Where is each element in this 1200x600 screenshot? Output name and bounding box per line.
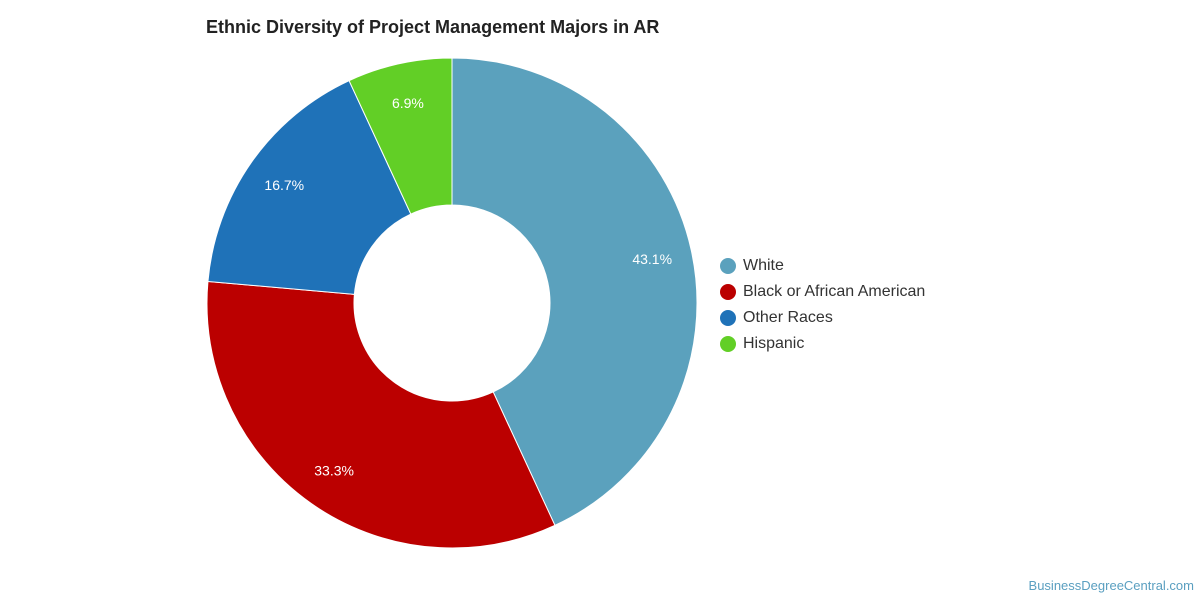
slice-value-label: 43.1% (632, 251, 672, 267)
legend-swatch (720, 310, 736, 326)
slice-hispanic[interactable] (348, 57, 453, 215)
legend-label: White (743, 257, 784, 274)
slice-value-label: 6.9% (392, 95, 424, 111)
legend-item-other-races[interactable]: Other Races (720, 305, 925, 331)
legend-label: Other Races (743, 309, 833, 326)
slice-white[interactable] (451, 57, 698, 526)
legend-label: Hispanic (743, 335, 805, 352)
donut-value-labels: 43.1% 33.3% 16.7% 6.9% (264, 95, 672, 479)
slice-value-label: 16.7% (264, 177, 304, 193)
slice-value-label: 33.3% (314, 463, 354, 479)
slice-black-or-african-american[interactable] (206, 280, 556, 549)
chart-legend: White Black or African American Other Race… (720, 253, 925, 357)
legend-item-black-or-african-american[interactable]: Black or African American (720, 279, 925, 305)
legend-item-white[interactable]: White (720, 253, 925, 279)
legend-swatch (720, 258, 736, 274)
source-credit[interactable]: BusinessDegreeCentral.com (1028, 578, 1194, 593)
legend-swatch (720, 284, 736, 300)
legend-swatch (720, 336, 736, 352)
legend-item-hispanic[interactable]: Hispanic (720, 331, 925, 357)
donut-slices (206, 57, 698, 549)
slice-other-races[interactable] (207, 80, 412, 295)
legend-label: Black or African American (743, 283, 926, 300)
chart-title: Ethnic Diversity of Project Management M… (206, 17, 660, 37)
